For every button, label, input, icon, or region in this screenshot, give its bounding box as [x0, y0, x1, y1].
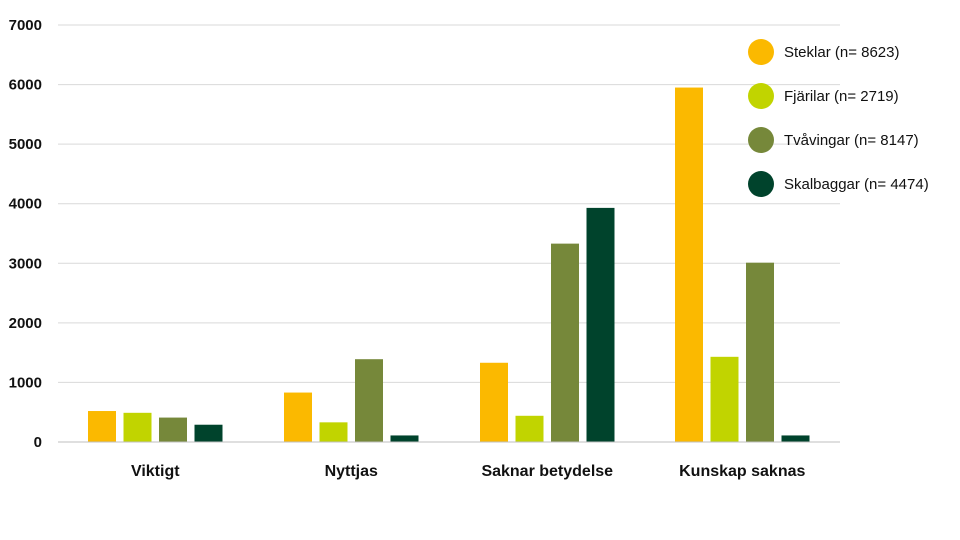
x-category-label: Kunskap saknas — [679, 463, 805, 480]
y-tick-label: 4000 — [9, 196, 42, 213]
y-tick-label: 1000 — [9, 374, 42, 391]
legend-label: Skalbaggar (n= 4474) — [784, 175, 929, 193]
y-tick-label: 6000 — [9, 77, 42, 94]
legend-item-fjarilar: Fjärilar (n= 2719) — [748, 74, 929, 118]
legend-swatch — [748, 83, 774, 109]
gridlines — [58, 24, 840, 383]
legend-item-tvavingar: Tvåvingar (n= 8147) — [748, 118, 929, 162]
legend: Steklar (n= 8623) Fjärilar (n= 2719) Två… — [748, 30, 929, 206]
bar — [123, 412, 152, 442]
y-tick-label: 0 — [34, 434, 42, 451]
legend-swatch — [748, 127, 774, 153]
bar — [586, 207, 615, 442]
bar — [390, 435, 419, 442]
x-category-label: Saknar betydelse — [481, 463, 613, 480]
bar — [781, 435, 810, 442]
bar — [746, 262, 774, 442]
legend-swatch — [748, 171, 774, 197]
legend-swatch — [748, 39, 774, 65]
y-tick-label: 2000 — [9, 315, 42, 332]
bar — [710, 356, 739, 442]
bar — [319, 422, 348, 442]
legend-label: Fjärilar (n= 2719) — [784, 87, 899, 105]
bar — [551, 243, 579, 442]
bars — [88, 87, 810, 443]
y-tick-label: 3000 — [9, 255, 42, 272]
bar — [480, 362, 508, 442]
y-axis-ticks: 0 1000 2000 3000 4000 5000 6000 7000 — [9, 17, 42, 451]
legend-label: Tvåvingar (n= 8147) — [784, 131, 919, 149]
legend-item-skalbaggar: Skalbaggar (n= 4474) — [748, 162, 929, 206]
bar — [88, 411, 116, 442]
bar — [159, 417, 187, 442]
legend-label: Steklar (n= 8623) — [784, 43, 900, 61]
bar — [515, 415, 544, 442]
bar — [675, 87, 703, 443]
x-axis-categories: Viktigt Nyttjas Saknar betydelse Kunskap sa… — [131, 463, 806, 480]
bar — [284, 392, 312, 442]
x-category-label: Viktigt — [131, 463, 180, 480]
legend-item-steklar: Steklar (n= 8623) — [748, 30, 929, 74]
bar — [355, 359, 383, 442]
y-tick-label: 7000 — [9, 17, 42, 34]
x-category-label: Nyttjas — [325, 463, 378, 480]
bar — [194, 424, 223, 442]
y-tick-label: 5000 — [9, 136, 42, 153]
